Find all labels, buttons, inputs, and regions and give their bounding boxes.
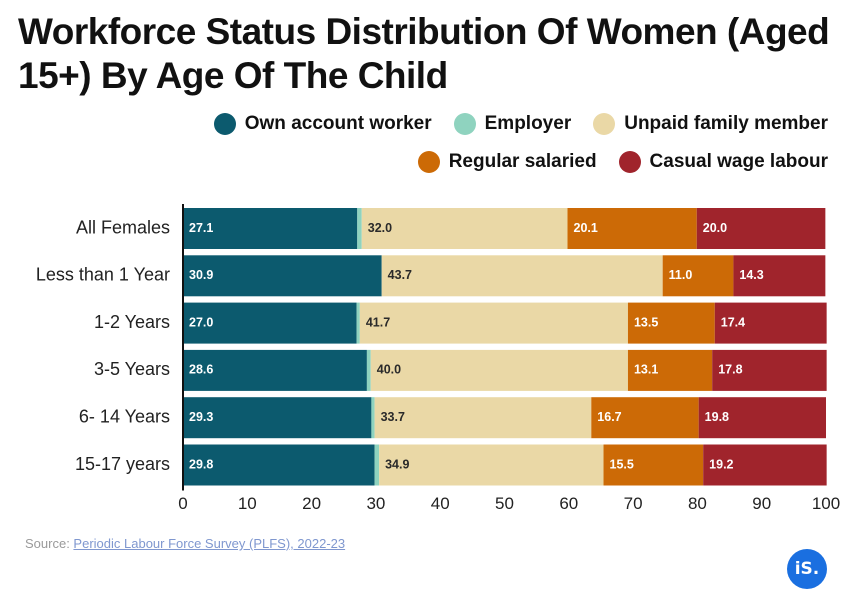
data-label-regular-salaried-3-5-years: 13.1 (634, 363, 658, 377)
bar-unpaid-family-member-3-5-years (370, 349, 628, 391)
data-label-casual-wage-labour-1-2-years: 17.4 (721, 315, 745, 329)
legend-swatch-unpaid-family-member (593, 113, 616, 135)
category-label-6-14-years: 6- 14 Years (79, 406, 170, 426)
legend-swatch-own-account-worker (213, 113, 236, 135)
bar-casual-wage-labour-all-females (696, 208, 826, 249)
bar-regular-salaried-6-14-years (591, 397, 699, 439)
legend-label-regular-salaried: Regular salaried (448, 151, 597, 172)
legend-label-casual-wage-labour: Casual wage labour (649, 151, 828, 172)
bar-employer-all-females (357, 208, 362, 249)
data-label-regular-salaried-1-2-years: 13.5 (634, 315, 658, 329)
bar-casual-wage-labour-15-17-years (703, 444, 827, 486)
indiaspend-logo: iS. (787, 549, 827, 589)
data-label-casual-wage-labour-less-than-1-year: 14.3 (739, 268, 763, 282)
data-label-regular-salaried-15-17-years: 15.5 (610, 457, 634, 471)
bar-casual-wage-labour-3-5-years (712, 349, 827, 391)
legend-swatch-regular-salaried (417, 151, 440, 173)
data-label-unpaid-family-member-1-2-years: 41.7 (366, 315, 390, 329)
data-label-casual-wage-labour-15-17-years: 19.2 (709, 457, 733, 471)
data-label-own-account-worker-15-17-years: 29.8 (189, 457, 213, 471)
legend-label-own-account-worker: Own account worker (244, 113, 432, 134)
data-label-unpaid-family-member-3-5-years: 40.0 (377, 363, 401, 377)
data-label-regular-salaried-6-14-years: 16.7 (597, 410, 621, 424)
x-tick-label-90: 90 (752, 494, 771, 513)
bar-casual-wage-labour-1-2-years (714, 302, 827, 344)
data-label-own-account-worker-all-females: 27.1 (189, 221, 213, 235)
legend-item-own-account-worker: Own account worker (213, 113, 432, 135)
bar-own-account-worker-15-17-years (183, 444, 375, 486)
source-prefix: Source: (25, 536, 74, 551)
bar-employer-6-14-years (371, 397, 375, 439)
data-label-own-account-worker-6-14-years: 29.3 (189, 410, 213, 424)
bar-own-account-worker-all-females (183, 208, 358, 249)
data-label-own-account-worker-less-than-1-year: 30.9 (189, 268, 213, 282)
bar-unpaid-family-member-15-17-years (379, 444, 604, 486)
data-label-unpaid-family-member-all-females: 32.0 (368, 221, 392, 235)
data-label-regular-salaried-less-than-1-year: 11.0 (669, 268, 693, 282)
legend-item-casual-wage-labour: Casual wage labour (618, 151, 828, 173)
legend-label-unpaid-family-member: Unpaid family member (624, 113, 828, 134)
x-tick-label-40: 40 (431, 494, 450, 513)
data-label-unpaid-family-member-6-14-years: 33.7 (381, 410, 405, 424)
legend-item-regular-salaried: Regular salaried (417, 151, 597, 173)
data-label-own-account-worker-1-2-years: 27.0 (189, 315, 213, 329)
x-tick-label-100: 100 (812, 494, 840, 513)
x-tick-label-0: 0 (178, 494, 187, 513)
legend-row-2: Regular salaried Casual wage labour (108, 151, 828, 173)
legend-row-1: Own account worker Employer Unpaid famil… (108, 113, 828, 135)
data-label-casual-wage-labour-all-females: 20.0 (703, 221, 727, 235)
bar-own-account-worker-1-2-years (183, 302, 357, 344)
category-label-1-2-years: 1-2 Years (94, 312, 170, 332)
bar-unpaid-family-member-all-females (361, 208, 568, 249)
data-label-regular-salaried-all-females: 20.1 (574, 221, 598, 235)
x-tick-label-50: 50 (495, 494, 514, 513)
bar-employer-15-17-years (374, 444, 380, 486)
x-tick-label-60: 60 (559, 494, 578, 513)
x-tick-label-70: 70 (624, 494, 643, 513)
bar-casual-wage-labour-less-than-1-year (733, 255, 826, 297)
x-tick-label-80: 80 (688, 494, 707, 513)
source-note: Source: Periodic Labour Force Survey (PL… (25, 536, 345, 551)
data-label-unpaid-family-member-less-than-1-year: 43.7 (388, 268, 412, 282)
bar-employer-3-5-years (366, 349, 371, 391)
bar-regular-salaried-15-17-years (603, 444, 704, 486)
legend-item-unpaid-family-member: Unpaid family member (593, 113, 828, 135)
bar-unpaid-family-member-6-14-years (374, 397, 592, 439)
bar-casual-wage-labour-6-14-years (698, 397, 826, 439)
bar-employer-1-2-years (356, 302, 360, 344)
bar-regular-salaried-1-2-years (627, 302, 715, 344)
x-tick-label-20: 20 (302, 494, 321, 513)
chart-title: Workforce Status Distribution Of Women (… (18, 11, 830, 96)
legend-item-employer: Employer (453, 113, 572, 135)
category-label-less-than-1-year: Less than 1 Year (36, 265, 170, 285)
bar-unpaid-family-member-1-2-years (359, 302, 628, 344)
category-label-3-5-years: 3-5 Years (94, 359, 170, 379)
legend-swatch-employer (453, 113, 476, 135)
data-label-unpaid-family-member-15-17-years: 34.9 (385, 457, 409, 471)
bar-regular-salaried-3-5-years (627, 349, 713, 391)
data-label-casual-wage-labour-6-14-years: 19.8 (705, 410, 729, 424)
x-tick-label-10: 10 (238, 494, 257, 513)
category-label-all-females: All Females (76, 217, 170, 237)
category-label-15-17-years: 15-17 years (75, 454, 170, 474)
bar-regular-salaried-less-than-1-year (662, 255, 734, 297)
source-link[interactable]: Periodic Labour Force Survey (PLFS), 202… (73, 536, 346, 551)
bar-unpaid-family-member-less-than-1-year (381, 255, 663, 297)
data-label-own-account-worker-3-5-years: 28.6 (189, 363, 213, 377)
bar-own-account-worker-less-than-1-year (183, 255, 382, 297)
x-tick-label-30: 30 (366, 494, 385, 513)
bar-own-account-worker-3-5-years (183, 349, 367, 391)
legend-label-employer: Employer (484, 113, 572, 134)
legend-swatch-casual-wage-labour (618, 151, 641, 173)
data-label-casual-wage-labour-3-5-years: 17.8 (718, 363, 742, 377)
bar-regular-salaried-all-females (567, 208, 697, 249)
bar-own-account-worker-6-14-years (183, 397, 372, 439)
